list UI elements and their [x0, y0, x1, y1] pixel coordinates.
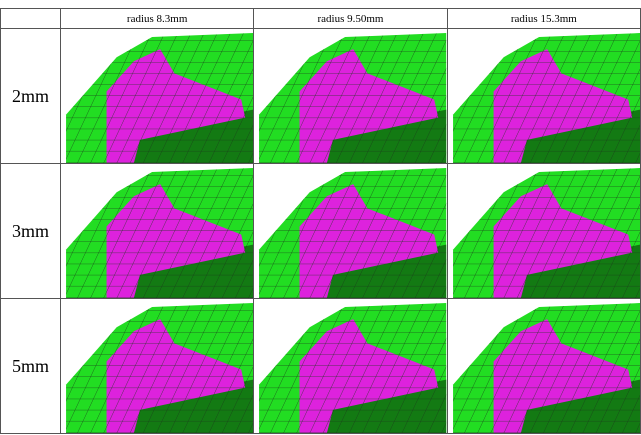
mesh	[448, 29, 640, 163]
mesh-image	[254, 299, 447, 434]
figure-table: radius 8.3mm radius 9.50mm radius 15.3mm…	[0, 8, 641, 434]
row: 3mm	[1, 164, 641, 299]
mesh	[61, 299, 253, 433]
mesh	[254, 164, 446, 298]
row: 2mm	[1, 29, 641, 164]
mesh	[254, 29, 446, 163]
mesh-image	[61, 164, 254, 299]
row-label: 2mm	[1, 29, 61, 164]
row-label: 5mm	[1, 299, 61, 434]
mesh	[448, 299, 640, 433]
page: radius 8.3mm radius 9.50mm radius 15.3mm…	[0, 0, 641, 435]
column-header: radius 8.3mm	[61, 9, 254, 29]
mesh	[61, 29, 253, 163]
row-label: 3mm	[1, 164, 61, 299]
column-header: radius 9.50mm	[254, 9, 447, 29]
corner-cell	[1, 9, 61, 29]
mesh	[61, 164, 253, 298]
mesh	[254, 299, 446, 433]
mesh-image	[447, 29, 640, 164]
row: 5mm	[1, 299, 641, 434]
mesh-image	[61, 29, 254, 164]
header-row: radius 8.3mm radius 9.50mm radius 15.3mm	[1, 9, 641, 29]
mesh	[448, 164, 640, 298]
mesh-image	[254, 29, 447, 164]
mesh-image	[61, 299, 254, 434]
mesh-image	[254, 164, 447, 299]
column-header: radius 15.3mm	[447, 9, 640, 29]
mesh-image	[447, 299, 640, 434]
mesh-image	[447, 164, 640, 299]
